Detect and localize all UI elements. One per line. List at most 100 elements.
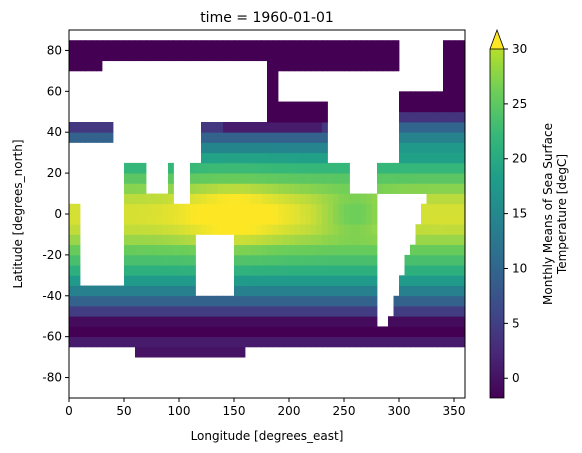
heatmap-cell	[168, 203, 174, 215]
heatmap-cell	[327, 295, 334, 307]
heatmap-cell	[239, 275, 246, 286]
heatmap-cell	[234, 50, 240, 62]
heatmap-cell	[393, 306, 400, 317]
heatmap-cell	[338, 316, 345, 327]
heatmap-cell	[201, 326, 207, 338]
heatmap-cell	[124, 306, 130, 317]
heatmap-cell	[212, 306, 218, 317]
heatmap-cell	[437, 316, 444, 327]
heatmap-cell	[179, 285, 185, 297]
heatmap-cell	[135, 173, 141, 184]
heatmap-cell	[228, 142, 235, 154]
heatmap-cell	[410, 91, 416, 102]
heatmap-cell	[415, 122, 422, 133]
heatmap-cell	[261, 152, 268, 164]
heatmap-cell	[250, 306, 257, 317]
heatmap-cell	[212, 203, 218, 215]
heatmap-cell	[206, 40, 213, 51]
heatmap-cell	[195, 316, 202, 327]
heatmap-cell	[223, 346, 229, 358]
heatmap-cell	[162, 50, 169, 62]
heatmap-cell	[256, 234, 262, 246]
heatmap-cell	[190, 193, 196, 205]
heatmap-cell	[228, 306, 235, 317]
heatmap-cell	[316, 183, 323, 194]
heatmap-cell	[410, 285, 416, 297]
heatmap-cell	[245, 316, 251, 327]
heatmap-cell	[360, 265, 367, 276]
heatmap-cell	[245, 152, 251, 164]
heatmap-cell	[157, 295, 163, 307]
heatmap-cell	[113, 306, 119, 317]
heatmap-cell	[223, 326, 229, 338]
x-tick-label: 50	[116, 404, 131, 418]
heatmap-cell	[404, 306, 411, 317]
heatmap-cell	[459, 50, 466, 62]
heatmap-cell	[443, 142, 449, 154]
heatmap-cell	[140, 254, 147, 266]
heatmap-cell	[267, 326, 273, 338]
heatmap-cell	[195, 183, 202, 194]
heatmap-cell	[96, 316, 103, 327]
heatmap-cell	[344, 60, 350, 72]
heatmap-cell	[437, 295, 444, 307]
heatmap-cell	[91, 40, 97, 51]
heatmap-cell	[294, 316, 301, 327]
heatmap-cell	[278, 142, 284, 154]
heatmap-cell	[124, 316, 130, 327]
heatmap-cell	[294, 101, 301, 113]
heatmap-cell	[443, 306, 449, 317]
heatmap-cell	[129, 203, 136, 215]
heatmap-cell	[432, 111, 438, 123]
heatmap-cell	[267, 173, 273, 184]
heatmap-cell	[322, 183, 328, 194]
heatmap-cell	[437, 101, 444, 113]
heatmap-cell	[338, 295, 345, 307]
heatmap-cell	[278, 183, 284, 194]
heatmap-cell	[399, 326, 405, 338]
y-tick-label: 20	[47, 166, 62, 180]
heatmap-cell	[85, 40, 92, 51]
heatmap-cell	[333, 224, 339, 235]
heatmap-cell	[459, 295, 466, 307]
heatmap-cell	[250, 326, 257, 338]
heatmap-cell	[322, 285, 328, 297]
heatmap-cell	[256, 316, 262, 327]
heatmap-cell	[300, 162, 306, 174]
heatmap-cell	[212, 122, 218, 133]
heatmap-cell	[399, 306, 405, 317]
heatmap-cell	[140, 316, 147, 327]
heatmap-cell	[245, 326, 251, 338]
heatmap-cell	[272, 214, 279, 225]
heatmap-cell	[212, 173, 218, 184]
heatmap-cell	[190, 265, 196, 276]
heatmap-cell	[338, 285, 345, 297]
heatmap-cell	[459, 234, 466, 246]
heatmap-cell	[322, 326, 328, 338]
heatmap-cell	[443, 203, 449, 215]
heatmap-cell	[201, 50, 207, 62]
heatmap-cell	[432, 285, 438, 297]
heatmap-cell	[190, 50, 196, 62]
heatmap-cell	[245, 183, 251, 194]
heatmap-cell	[371, 326, 378, 338]
heatmap-cell	[327, 183, 334, 194]
heatmap-cell	[272, 60, 279, 72]
heatmap-cell	[107, 285, 114, 297]
heatmap-cell	[338, 244, 345, 256]
heatmap-cell	[316, 152, 323, 164]
heatmap-cell	[283, 40, 290, 51]
heatmap-cell	[305, 306, 312, 317]
heatmap-cell	[393, 60, 400, 72]
heatmap-cell	[228, 132, 235, 143]
chart-title: time = 1960-01-01	[200, 10, 334, 26]
heatmap-cell	[371, 193, 378, 205]
heatmap-cell	[432, 275, 438, 286]
heatmap-cell	[168, 244, 174, 256]
colorbar-outline	[489, 49, 505, 399]
heatmap-cell	[96, 295, 103, 307]
heatmap-cell	[239, 254, 246, 266]
x-tick-label: 300	[388, 404, 411, 418]
heatmap-cell	[371, 254, 378, 266]
heatmap-cell	[437, 132, 444, 143]
